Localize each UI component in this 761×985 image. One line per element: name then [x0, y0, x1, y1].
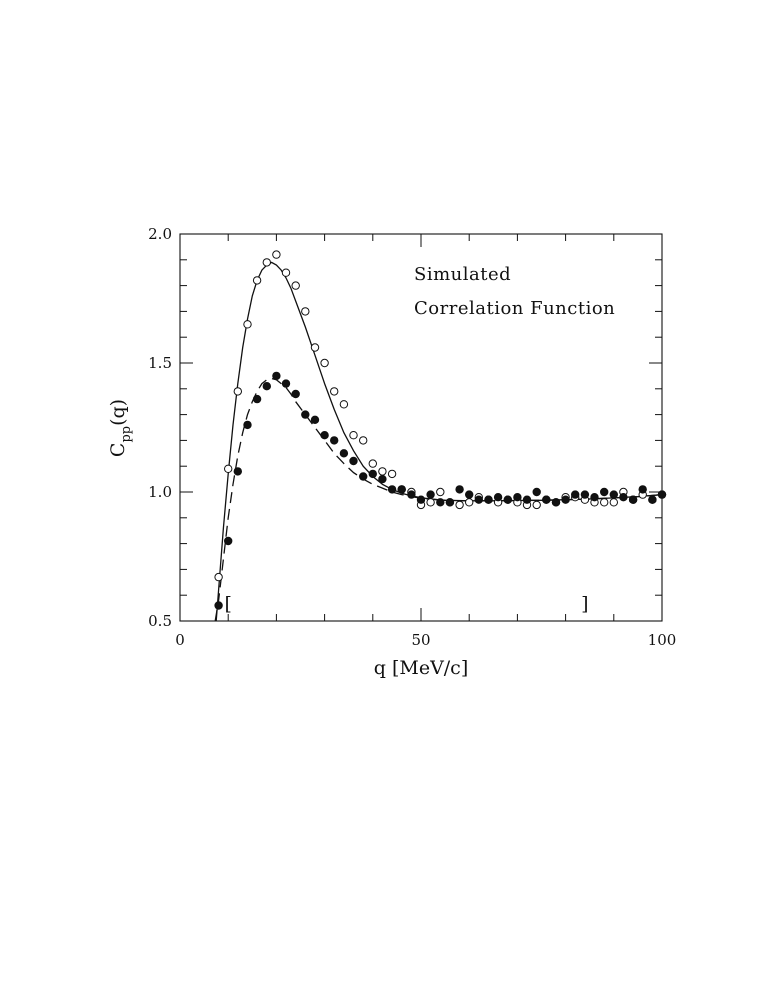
open-data-point [214, 572, 223, 582]
filled-data-point [542, 495, 551, 504]
filled-data-point [252, 394, 262, 404]
y-tick-label: 1.5 [148, 354, 172, 372]
open-data-point [224, 464, 233, 473]
open-data-point [281, 268, 291, 277]
filled-data-point [532, 487, 541, 497]
open-data-point [532, 500, 541, 510]
y-tick-label: 0.5 [148, 612, 172, 630]
filled-data-point [224, 536, 233, 546]
y-axis-label-main: C [107, 443, 129, 458]
filled-data-point [426, 490, 435, 499]
open-data-point [320, 358, 329, 368]
open-data-point [349, 431, 358, 440]
filled-data-point [657, 490, 667, 499]
bracket-left: [ [224, 593, 231, 615]
y-axis-label: Cpp(q) [107, 399, 134, 457]
filled-data-point [233, 467, 243, 476]
open-data-point [252, 276, 262, 285]
open-data-point [301, 307, 310, 316]
filled-data-point [330, 436, 339, 445]
filled-data-point [262, 382, 271, 391]
open-data-point [368, 459, 377, 468]
tick-labels: 0 50 100 0.5 1.0 1.5 2.0 [148, 225, 676, 649]
filled-data-point [407, 490, 416, 499]
annotation-line-2: Correlation Function [414, 298, 615, 319]
x-tick-label: 50 [411, 631, 430, 649]
filled-data-point [484, 495, 493, 504]
filled-data-point [378, 474, 387, 484]
filled-data-point [301, 410, 310, 419]
y-axis-label-subscript: pp [119, 426, 134, 443]
filled-data-point [503, 495, 512, 504]
filled-data-point [648, 495, 657, 504]
filled-data-point [320, 431, 329, 440]
filled-data-point [522, 495, 532, 504]
open-data-point [330, 387, 339, 396]
open-data-point [378, 467, 387, 476]
filled-data-point [590, 493, 599, 502]
y-tick-label: 1.0 [148, 483, 172, 501]
open-data-point [291, 281, 300, 290]
filled-data-point [513, 493, 522, 502]
open-data-point [262, 258, 271, 267]
filled-data-point [455, 485, 464, 494]
open-data-point [465, 498, 474, 507]
y-axis-label-suffix: (q) [107, 399, 129, 426]
filled-data-point [493, 493, 503, 502]
filled-data-point [310, 415, 320, 424]
filled-data-point [571, 490, 580, 499]
filled-data-point [291, 389, 300, 399]
filled-data-point [628, 495, 638, 504]
open-data-point [272, 250, 281, 259]
filled-data-point [397, 485, 406, 494]
x-axis-label: q [MeV/c] [374, 657, 469, 679]
open-data-point [359, 436, 368, 445]
open-data-point [243, 320, 252, 329]
filled-data-point [243, 420, 252, 430]
bracket-right: ] [581, 593, 588, 615]
open-data-point [387, 469, 397, 479]
filled-data-point [551, 498, 561, 507]
open-data-point [233, 387, 243, 396]
x-tick-label: 0 [175, 631, 185, 649]
filled-data-point [416, 495, 426, 504]
plot-frame [179, 233, 663, 622]
filled-data-point [368, 469, 377, 479]
filled-data-point [474, 495, 483, 504]
filled-data-point [281, 379, 291, 388]
open-data-point [609, 498, 618, 507]
filled-data-point [272, 371, 281, 381]
filled-data-point [561, 495, 570, 504]
filled-data-point [339, 449, 349, 458]
open-data-point [455, 500, 464, 510]
filled-data-point [638, 485, 647, 494]
y-tick-label: 2.0 [148, 225, 172, 243]
open-data-point [436, 487, 445, 497]
x-tick-label: 100 [648, 631, 677, 649]
open-data-point [339, 400, 349, 409]
annotation-line-1: Simulated [414, 264, 511, 285]
filled-data-point [465, 490, 474, 499]
filled-data-point [349, 456, 358, 466]
axis-ticks [179, 233, 663, 622]
open-data-point [600, 498, 609, 507]
open-data-point [426, 498, 435, 507]
filled-data-point [609, 490, 618, 499]
filled-data-point [580, 490, 590, 499]
filled-data-point [436, 498, 445, 507]
filled-data-point [359, 472, 368, 481]
open-data-point [310, 343, 320, 352]
filled-data-point [619, 493, 628, 502]
filled-data-point [445, 498, 455, 507]
filled-data-point [214, 601, 223, 610]
filled-data-point [387, 485, 397, 494]
data-markers [214, 250, 667, 610]
filled-data-point [600, 487, 609, 497]
